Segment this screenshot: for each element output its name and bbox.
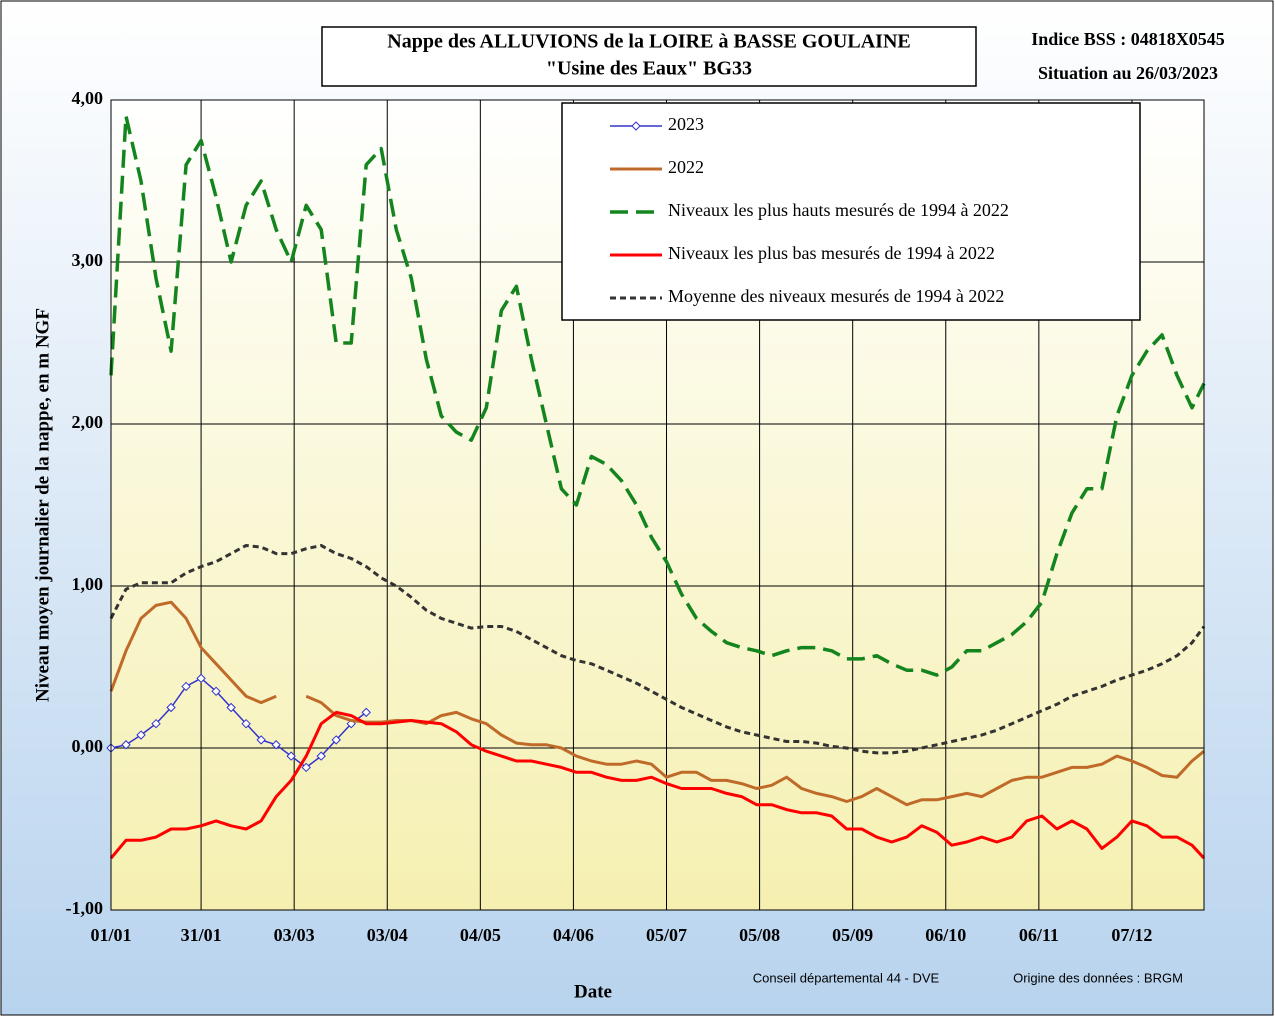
legend-label: Niveaux les plus hauts mesurés de 1994 à… (668, 200, 1009, 220)
x-tick-label: 31/01 (181, 925, 222, 945)
marker (331, 735, 341, 745)
x-tick-label: 03/03 (274, 925, 315, 945)
x-tick-label: 05/09 (832, 925, 873, 945)
legend-label: 2022 (668, 157, 704, 177)
x-tick-label: 06/10 (925, 925, 966, 945)
series-line (109, 114, 1206, 677)
y-tick-label: 1,00 (72, 574, 104, 594)
legend-marker (631, 121, 641, 131)
x-tick-label: 06/11 (1019, 925, 1059, 945)
series-line (109, 544, 1206, 755)
legend: 2023 2022 Niveaux les plus hauts mesurés d… (610, 114, 1009, 306)
marker (196, 673, 206, 684)
marker (136, 730, 146, 740)
marker (211, 686, 221, 697)
marker (181, 681, 191, 692)
y-tick-label: 2,00 (72, 412, 104, 432)
plot-border (110, 99, 1205, 911)
indice: Indice BSS : 04818X0545 (1031, 29, 1225, 49)
marker (286, 751, 296, 761)
chart-title: Nappe des ALLUVIONS de la LOIRE à BASSE … (387, 31, 910, 53)
marker (241, 718, 251, 729)
marker (256, 735, 266, 745)
x-tick-label: 07/12 (1111, 925, 1152, 945)
marker (121, 740, 131, 750)
marker (301, 762, 311, 773)
series-lines (106, 114, 1206, 860)
series-line (109, 600, 1205, 807)
marker (151, 718, 161, 729)
chart-subtitle: "Usine des Eaux" BG33 (546, 58, 752, 80)
x-tick-label: 05/07 (646, 925, 687, 945)
series-line (109, 710, 1206, 860)
marker (361, 707, 371, 718)
marker (346, 718, 356, 729)
y-tick-label: 0,00 (72, 736, 104, 756)
legend-label: 2023 (668, 114, 704, 134)
legend-box (561, 102, 1141, 321)
legend-label: Niveaux les plus bas mesurés de 1994 à 2… (668, 243, 995, 263)
marker (316, 751, 326, 761)
y-axis-label: Niveau moyen journalier de la nappe, en … (32, 308, 53, 702)
x-tick-label: 05/08 (739, 925, 780, 945)
x-tick-label: 04/05 (460, 925, 501, 945)
x-tick-label: 03/04 (367, 925, 408, 945)
y-tick-label: 3,00 (72, 250, 104, 270)
y-tick-label: -1,00 (66, 898, 104, 918)
x-tick-label: 04/06 (553, 925, 594, 945)
legend-label: Moyenne des niveaux mesurés de 1994 à 20… (668, 286, 1004, 306)
marker (166, 702, 176, 713)
title-box (321, 26, 977, 87)
y-tick-label: 4,00 (72, 88, 104, 108)
x-axis-label: Date (574, 981, 612, 1002)
marker (271, 740, 281, 750)
x-tick-label: 01/01 (90, 925, 131, 945)
credit: Conseil départemental 44 - DVE (753, 970, 940, 985)
situation: Situation au 26/03/2023 (1038, 63, 1218, 83)
credit: Origine des données : BRGM (1013, 970, 1183, 985)
marker (226, 702, 236, 713)
